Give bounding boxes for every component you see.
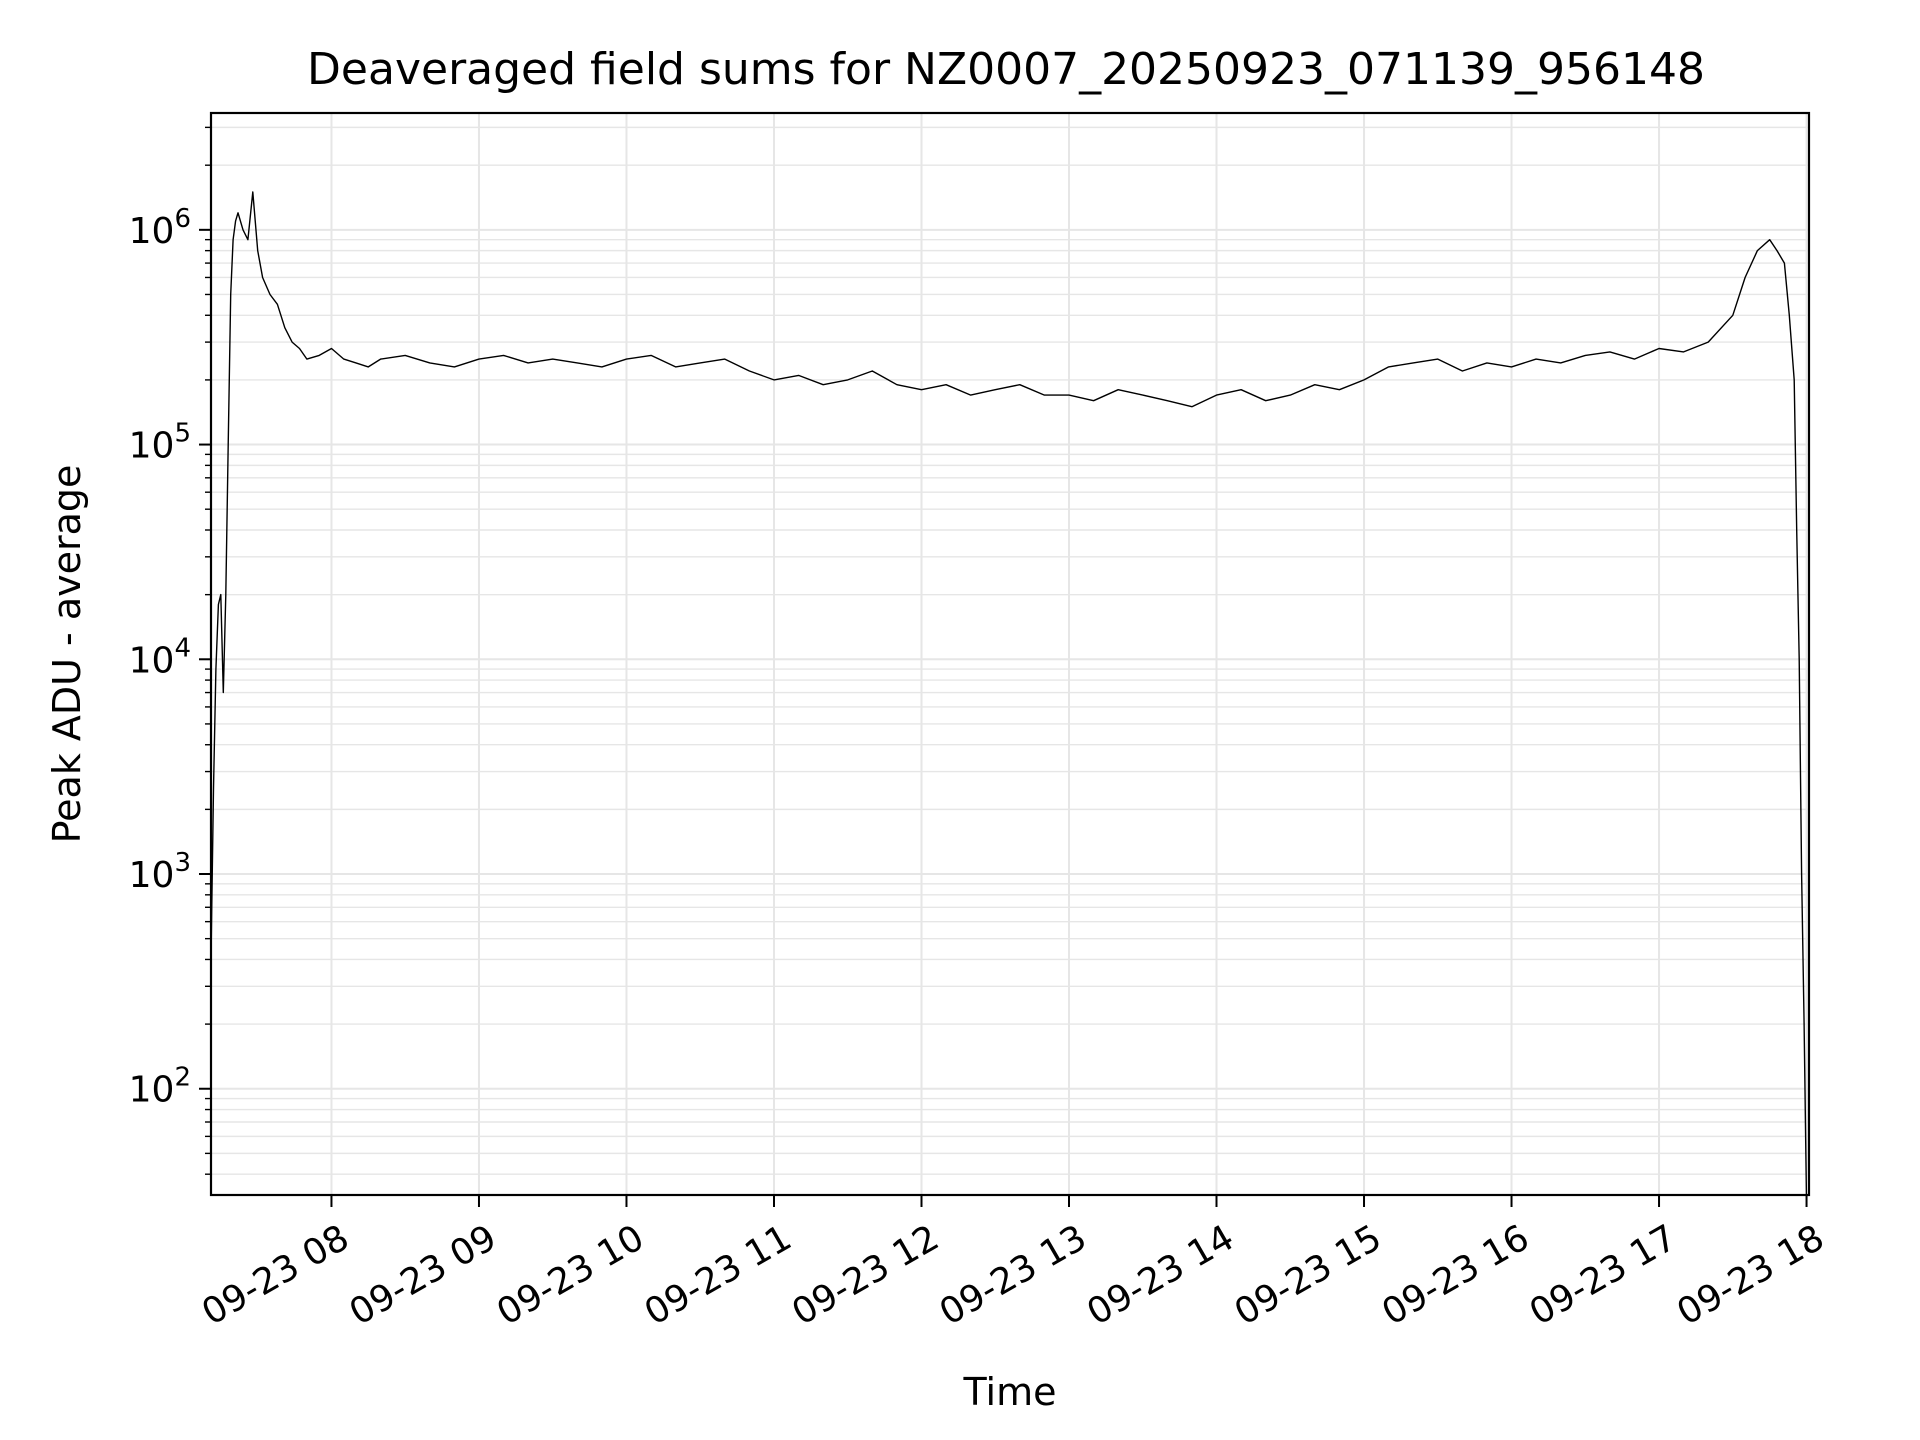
grid-lines: [211, 113, 1809, 1195]
chart-title: Deaveraged field sums for NZ0007_2025092…: [307, 44, 1705, 95]
y-tick-label: 106: [129, 204, 191, 252]
y-tick-label: 104: [129, 633, 191, 681]
y-axis-label: Peak ADU - average: [45, 465, 89, 844]
y-tick-label: 103: [129, 848, 191, 896]
series-line: [211, 191, 1808, 1195]
y-tick-label: 105: [129, 419, 191, 467]
plot-frame: [209, 111, 1811, 1197]
y-tick-label: 102: [129, 1063, 191, 1111]
x-axis-label: Time: [963, 1370, 1057, 1414]
y-axis-ticks: 102 103 104 105 106: [129, 126, 211, 1175]
